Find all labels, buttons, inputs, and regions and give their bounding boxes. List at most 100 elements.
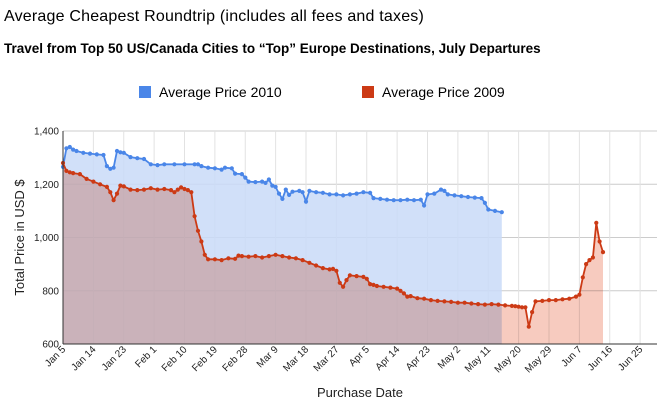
- data-point-2010: [121, 150, 126, 155]
- data-point-2010: [384, 197, 390, 202]
- data-point-2009: [111, 198, 116, 203]
- x-tick-label: May 29: [523, 344, 554, 375]
- x-tick-label: Feb 19: [190, 344, 220, 374]
- data-point-2009: [314, 263, 319, 268]
- data-point-2010: [347, 192, 352, 197]
- x-tick-label: Jun 25: [616, 344, 645, 373]
- data-point-2009: [476, 302, 481, 307]
- data-point-2010: [266, 177, 271, 182]
- data-point-2010: [199, 164, 204, 169]
- y-tick-label: 1,000: [34, 233, 59, 244]
- data-point-2009: [280, 254, 285, 259]
- data-point-2010: [135, 156, 140, 161]
- area-2009: [63, 163, 603, 344]
- data-point-2009: [462, 300, 467, 305]
- data-point-2009: [371, 282, 376, 287]
- x-tick-label: Feb 10: [160, 344, 190, 374]
- data-point-2009: [168, 188, 174, 193]
- x-axis-title: Purchase Date: [317, 385, 403, 400]
- data-point-2010: [74, 148, 79, 154]
- x-tick-label: Feb 1: [133, 344, 159, 370]
- data-point-2009: [590, 255, 596, 260]
- data-point-2009: [337, 280, 342, 285]
- data-point-2009: [236, 253, 241, 258]
- data-point-2009: [327, 267, 332, 272]
- data-point-2010: [283, 187, 288, 192]
- y-tick-label: 1,400: [34, 127, 59, 138]
- data-point-2010: [482, 200, 487, 205]
- data-point-2010: [273, 184, 278, 189]
- data-point-2010: [391, 198, 396, 203]
- data-point-2010: [445, 192, 450, 197]
- data-point-2009: [206, 257, 211, 262]
- x-tick-label: Jan 23: [100, 344, 129, 373]
- data-point-2010: [87, 151, 93, 156]
- data-point-2009: [192, 214, 197, 219]
- legend: Average Price 2010 Average Price 2009: [0, 84, 665, 104]
- data-point-2010: [270, 183, 275, 188]
- data-point-2009: [195, 228, 201, 233]
- data-point-2010: [492, 208, 498, 213]
- data-point-2009: [422, 296, 427, 301]
- data-point-2010: [222, 165, 228, 170]
- data-point-2010: [182, 162, 187, 167]
- data-point-2009: [64, 168, 69, 173]
- data-point-2009: [141, 187, 147, 192]
- data-point-2010: [212, 166, 217, 171]
- data-point-2010: [297, 188, 302, 193]
- data-point-2010: [472, 195, 477, 200]
- x-tick-label: Apr 5: [347, 344, 372, 369]
- data-point-2010: [141, 156, 147, 162]
- data-point-2010: [195, 162, 201, 167]
- x-tick-label: Apr 23: [404, 344, 433, 373]
- data-point-2010: [334, 192, 339, 197]
- data-point-2010: [361, 190, 366, 195]
- data-point-2009: [239, 254, 244, 259]
- data-point-2009: [395, 286, 400, 291]
- data-point-2010: [67, 144, 72, 150]
- data-point-2009: [449, 299, 454, 304]
- data-point-2009: [533, 299, 538, 304]
- data-point-2009: [307, 260, 312, 265]
- data-point-2009: [469, 301, 474, 306]
- data-point-2009: [405, 294, 410, 299]
- data-point-2010: [320, 190, 325, 195]
- data-point-2010: [465, 194, 471, 200]
- data-point-2010: [303, 199, 309, 204]
- data-point-2009: [273, 252, 278, 257]
- legend-swatch-2010: [139, 86, 151, 98]
- data-point-2010: [442, 188, 447, 193]
- data-point-2009: [489, 302, 494, 307]
- data-point-2010: [479, 196, 484, 201]
- data-point-2010: [101, 152, 106, 158]
- y-tick-label: 800: [42, 286, 59, 297]
- legend-item-2010: Average Price 2010: [139, 84, 282, 100]
- chart-title: Average Cheapest Roundtrip (includes all…: [4, 8, 425, 25]
- data-point-2009: [320, 266, 325, 271]
- data-point-2010: [287, 192, 292, 197]
- data-point-2009: [199, 239, 204, 244]
- data-point-2009: [287, 255, 292, 260]
- data-point-2009: [526, 324, 531, 329]
- data-point-2010: [280, 196, 285, 201]
- data-point-2009: [212, 257, 217, 262]
- data-point-2009: [347, 273, 352, 278]
- data-point-2009: [408, 294, 413, 299]
- data-point-2010: [425, 192, 430, 197]
- data-point-2010: [104, 164, 109, 169]
- x-tick-label: May 20: [493, 344, 524, 375]
- data-point-2010: [459, 194, 464, 199]
- data-point-2009: [148, 186, 153, 191]
- y-tick-label: 1,200: [34, 180, 59, 191]
- data-point-2009: [503, 303, 508, 308]
- data-point-2009: [135, 188, 140, 193]
- data-point-2009: [330, 266, 336, 271]
- data-point-2010: [64, 146, 69, 151]
- data-point-2009: [513, 304, 518, 309]
- data-point-2010: [341, 193, 346, 198]
- data-point-2009: [293, 256, 298, 261]
- data-point-2009: [253, 254, 258, 259]
- chart-subtitle: Travel from Top 50 US/Canada Cities to “…: [4, 41, 541, 56]
- data-point-2010: [418, 197, 423, 202]
- data-point-2009: [260, 255, 265, 260]
